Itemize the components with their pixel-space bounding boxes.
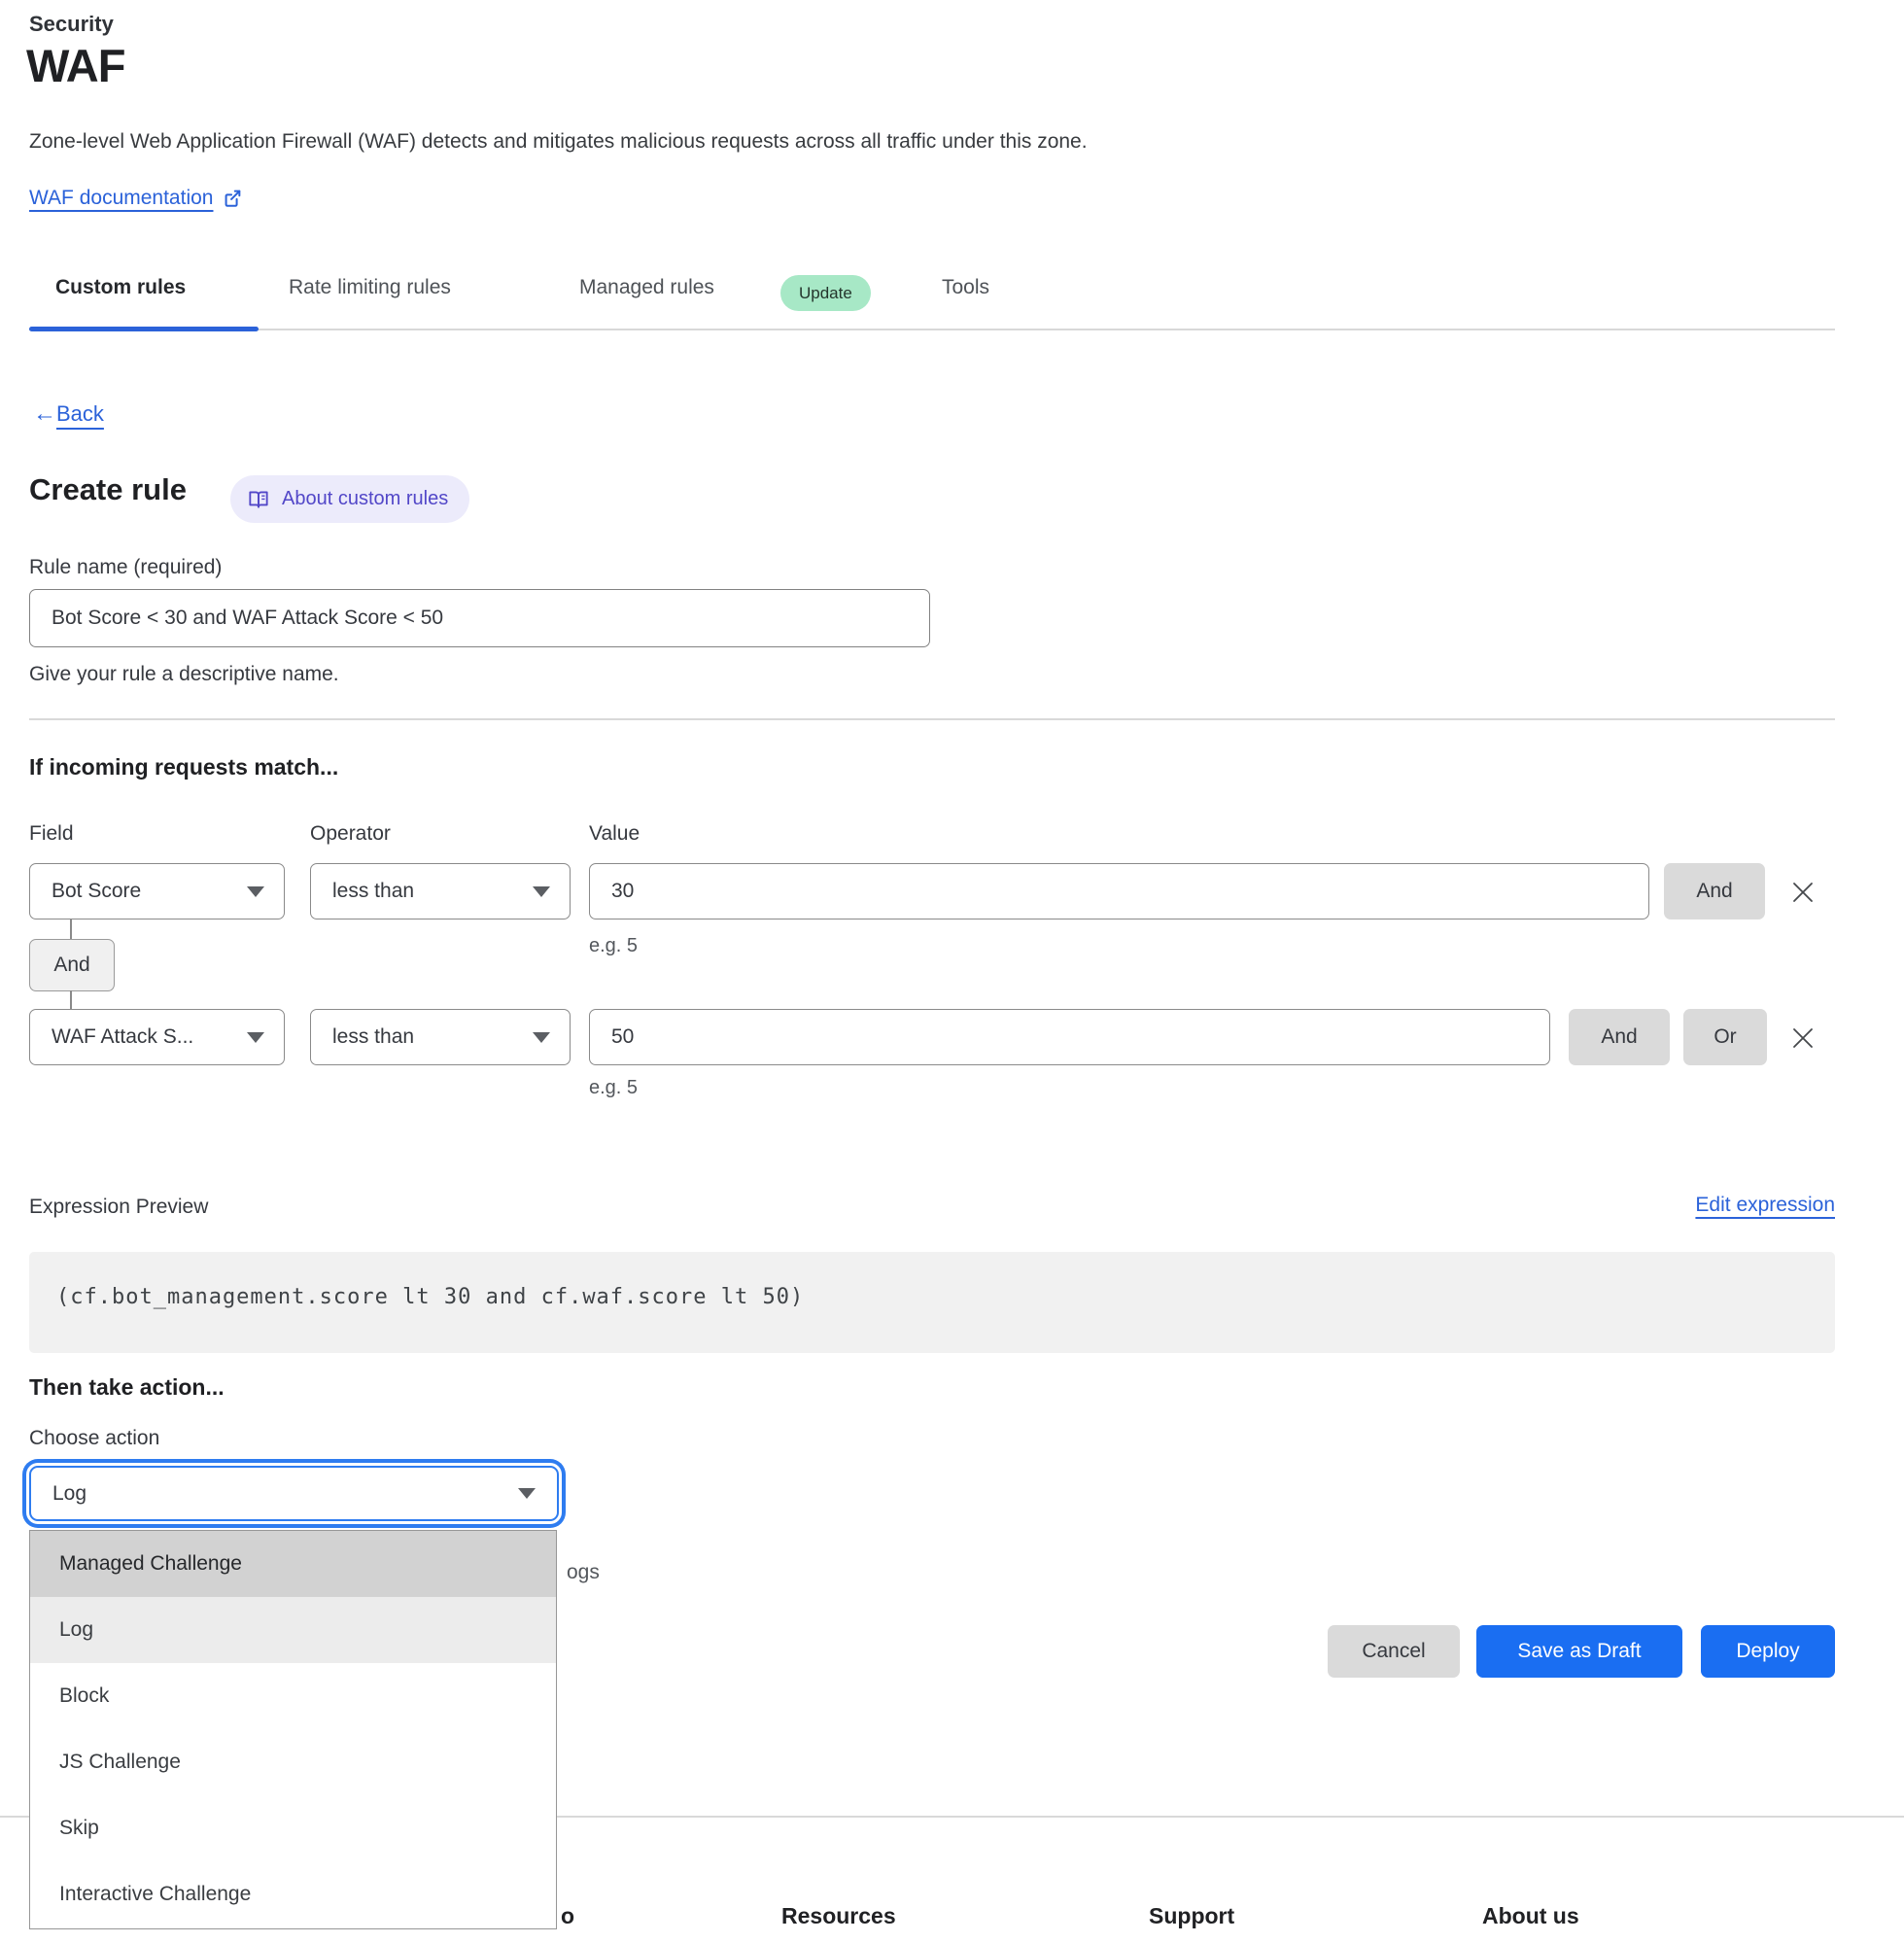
remove-row2-icon[interactable]	[1788, 1024, 1817, 1053]
expression-preview-label: Expression Preview	[29, 1196, 209, 1218]
value-column-label: Value	[589, 822, 640, 845]
deploy-button[interactable]: Deploy	[1701, 1625, 1835, 1678]
choose-action-selected-value: Log	[52, 1481, 87, 1505]
tab-tools[interactable]: Tools	[942, 276, 990, 298]
rule-name-helper: Give your rule a descriptive name.	[29, 663, 339, 685]
add-and-button-row1[interactable]: And	[1664, 863, 1765, 919]
rule-name-input[interactable]	[29, 589, 930, 647]
action-option-log[interactable]: Log	[30, 1597, 556, 1663]
edit-expression-link[interactable]: Edit expression	[1695, 1194, 1835, 1216]
waf-documentation-link-label: WAF documentation	[29, 187, 214, 209]
action-helper-fragment: ogs	[567, 1561, 600, 1583]
chevron-down-icon	[533, 885, 550, 897]
footer-heading-occluded: o	[561, 1903, 575, 1928]
match-heading: If incoming requests match...	[29, 754, 339, 780]
value-input-row2[interactable]	[589, 1009, 1550, 1065]
field-select-row2-value: WAF Attack S...	[52, 1025, 194, 1048]
choose-action-dropdown-menu: Managed Challenge Log Block JS Challenge…	[29, 1530, 557, 1929]
operator-select-row2[interactable]: less than	[310, 1009, 571, 1065]
field-select-row1[interactable]: Bot Score	[29, 863, 285, 919]
rule-name-label: Rule name (required)	[29, 556, 223, 578]
action-option-skip[interactable]: Skip	[59, 1817, 99, 1839]
save-as-draft-button[interactable]: Save as Draft	[1476, 1625, 1682, 1678]
action-option-interactive-challenge[interactable]: Interactive Challenge	[59, 1883, 252, 1905]
remove-row1-icon[interactable]	[1788, 878, 1817, 907]
footer-heading-about-us: About us	[1482, 1903, 1579, 1928]
create-rule-heading: Create rule	[29, 472, 187, 506]
choose-action-select[interactable]: Log	[29, 1466, 559, 1521]
back-arrow-icon: ←	[33, 400, 56, 427]
breadcrumb-security: Security	[29, 12, 114, 36]
chevron-down-icon	[533, 1031, 550, 1043]
field-column-label: Field	[29, 822, 74, 845]
back-link[interactable]: ← Back	[33, 400, 104, 428]
tab-rate-limiting-rules[interactable]: Rate limiting rules	[289, 276, 451, 298]
page-description: Zone-level Web Application Firewall (WAF…	[29, 130, 1088, 153]
waf-documentation-link[interactable]: WAF documentation	[29, 187, 243, 210]
connector-and-toggle[interactable]: And	[29, 939, 115, 991]
cancel-button[interactable]: Cancel	[1328, 1625, 1460, 1678]
footer-divider	[0, 1816, 1904, 1818]
value-input-row1[interactable]	[589, 863, 1649, 919]
value-hint-row2: e.g. 5	[589, 1077, 639, 1098]
operator-select-row1-value: less than	[332, 880, 415, 902]
choose-action-label: Choose action	[29, 1427, 160, 1449]
value-hint-row1: e.g. 5	[589, 935, 639, 956]
operator-column-label: Operator	[310, 822, 391, 845]
back-link-label: Back	[56, 401, 104, 426]
connector-line-bottom	[70, 990, 72, 1010]
add-or-button-row2[interactable]: Or	[1683, 1009, 1767, 1065]
operator-select-row2-value: less than	[332, 1025, 415, 1048]
active-tab-underline	[29, 327, 259, 331]
chevron-down-icon	[518, 1488, 536, 1499]
footer-heading-support: Support	[1149, 1903, 1235, 1928]
tab-managed-rules[interactable]: Managed rules	[579, 276, 714, 298]
add-and-button-row2[interactable]: And	[1569, 1009, 1670, 1065]
connector-line-top	[70, 919, 72, 940]
tab-custom-rules[interactable]: Custom rules	[55, 276, 187, 298]
chevron-down-icon	[247, 885, 264, 897]
footer-heading-resources: Resources	[781, 1903, 896, 1928]
action-option-managed-challenge[interactable]: Managed Challenge	[30, 1531, 556, 1597]
about-custom-rules-label: About custom rules	[282, 488, 449, 509]
about-custom-rules-badge[interactable]: About custom rules	[230, 475, 470, 523]
update-badge: Update	[780, 275, 871, 311]
expression-code: (cf.bot_management.score lt 30 and cf.wa…	[56, 1285, 805, 1309]
chevron-down-icon	[247, 1031, 264, 1043]
external-link-icon	[222, 188, 243, 209]
action-option-js-challenge[interactable]: JS Challenge	[59, 1751, 181, 1773]
tab-divider	[29, 329, 1835, 330]
field-select-row1-value: Bot Score	[52, 880, 142, 902]
section-divider	[29, 718, 1835, 720]
operator-select-row1[interactable]: less than	[310, 863, 571, 919]
field-select-row2[interactable]: WAF Attack S...	[29, 1009, 285, 1065]
action-heading: Then take action...	[29, 1374, 225, 1400]
book-icon	[246, 487, 271, 512]
expression-code-block	[29, 1252, 1835, 1353]
action-option-block[interactable]: Block	[59, 1684, 110, 1707]
page-title: WAF	[26, 40, 125, 91]
